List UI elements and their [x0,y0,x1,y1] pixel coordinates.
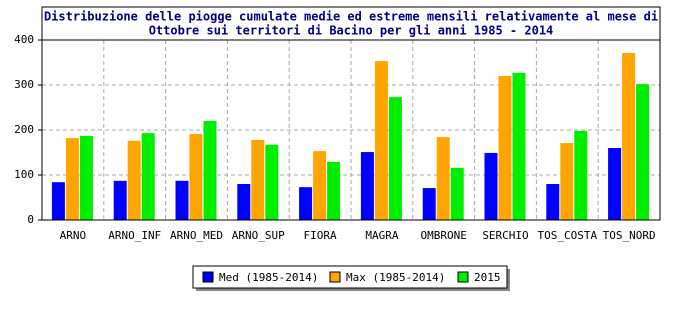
bar [299,187,313,220]
chart-title: Ottobre sui territori di Bacino per gli … [149,24,554,38]
legend-label: 2015 [474,271,501,284]
bar [436,137,450,220]
x-tick-label: TOS_COSTA [537,229,597,242]
y-tick-label: 200 [14,123,34,136]
chart-title: Distribuzione delle piogge cumulate medi… [44,10,658,24]
legend [192,265,508,289]
bar [574,130,588,220]
x-tick-label: FIORA [304,229,337,242]
x-tick-label: ARNO_INF [108,229,161,242]
x-tick-label: ARNO [60,229,87,242]
x-tick-label: OMBRONE [421,229,467,242]
legend-swatch [457,271,469,283]
bar [237,184,251,220]
legend-swatch [329,271,341,283]
legend-label: Med (1985-2014) [219,271,318,284]
bar [608,148,622,220]
legend-swatch [202,271,214,283]
bar [79,135,93,220]
bar [636,84,650,220]
bar [360,152,374,220]
bar [175,180,189,220]
legend-label: Max (1985-2014) [346,271,445,284]
bar [388,97,402,220]
bar [450,167,464,220]
bar [203,121,217,220]
bar [484,152,498,220]
bar [141,133,155,220]
bar [265,144,279,220]
x-tick-label: MAGRA [365,229,398,242]
x-tick-label: SERCHIO [482,229,528,242]
title-box [41,6,661,41]
bar [113,180,127,220]
y-tick-label: 300 [14,78,34,91]
bar [51,182,65,220]
y-tick-label: 100 [14,168,34,181]
bar [65,138,79,220]
bar [127,140,141,220]
bar [546,184,560,220]
bar [560,143,574,220]
plot-frame [41,39,661,221]
bar [327,161,341,220]
y-tick-label: 0 [27,213,34,226]
y-tick-label: 400 [14,33,34,46]
bar [374,61,388,221]
bar [251,139,265,220]
bar [512,72,526,220]
bar [422,188,436,220]
x-tick-label: TOS_NORD [603,229,656,242]
bar [498,76,512,220]
x-tick-label: ARNO_SUP [232,229,285,242]
bar [189,134,203,220]
bar [622,53,636,220]
x-tick-label: ARNO_MED [170,229,223,242]
bar [313,151,327,220]
